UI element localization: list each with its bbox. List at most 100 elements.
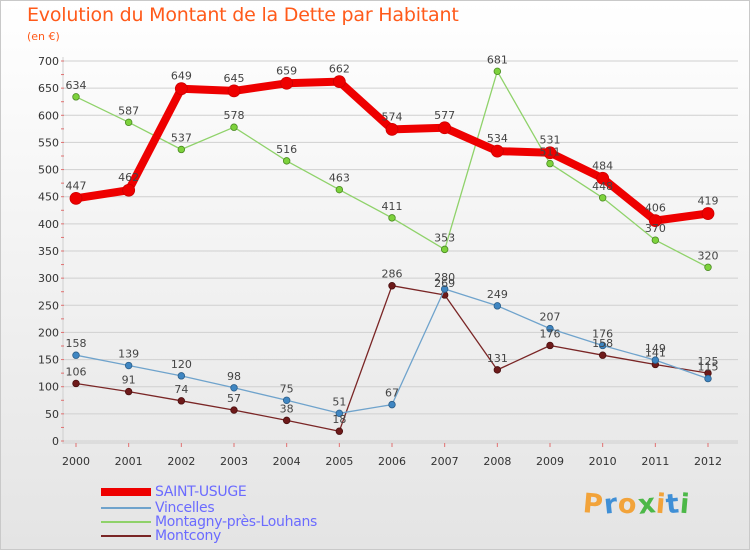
data-point (332, 75, 346, 89)
data-point (124, 387, 133, 396)
data-point (440, 285, 449, 293)
y-tick-label: 350 (38, 245, 59, 258)
legend-item: Montcony (101, 529, 361, 543)
data-label: 511 (540, 146, 561, 159)
data-point (490, 144, 504, 158)
data-point (72, 93, 80, 101)
data-label: 484 (592, 159, 613, 172)
data-label: 139 (118, 348, 139, 361)
data-point (177, 397, 186, 405)
data-label: 406 (645, 202, 666, 215)
y-tick-label: 600 (38, 109, 59, 122)
data-point (124, 361, 133, 370)
data-label: 574 (382, 110, 403, 123)
data-point (385, 122, 399, 136)
data-label: 448 (592, 180, 613, 193)
data-point (438, 121, 452, 135)
data-label: 57 (227, 392, 241, 405)
x-tick-label: 2010 (589, 455, 617, 468)
data-point (227, 84, 241, 98)
chart-unit: (en €) (27, 30, 60, 43)
data-point (493, 302, 502, 310)
data-point (546, 341, 554, 350)
data-label: 115 (698, 361, 719, 374)
data-point (493, 366, 502, 374)
x-tick-label: 2008 (483, 455, 511, 468)
data-point (124, 118, 133, 127)
y-tick-label: 650 (38, 82, 59, 95)
data-label: 176 (592, 327, 613, 340)
data-point (651, 236, 660, 244)
data-point (546, 324, 554, 333)
data-point (704, 263, 712, 271)
data-label: 577 (434, 109, 455, 122)
y-tick-label: 700 (38, 55, 59, 68)
y-tick-label: 450 (38, 191, 59, 204)
legend-swatch (101, 507, 151, 509)
data-label: 578 (224, 109, 245, 122)
data-label: 419 (698, 195, 719, 208)
data-label: 634 (66, 79, 87, 92)
data-point (388, 400, 396, 409)
data-point (122, 183, 136, 197)
data-label: 141 (645, 346, 666, 359)
data-label: 537 (171, 131, 192, 144)
y-tick-label: 250 (38, 299, 59, 312)
data-label: 516 (276, 143, 297, 156)
data-point (648, 214, 662, 228)
x-tick-label: 2003 (220, 455, 248, 468)
legend-label: Montagny-près-Louhans (155, 514, 318, 530)
data-label: 411 (382, 200, 403, 213)
data-label: 74 (174, 383, 188, 396)
data-label: 158 (66, 337, 87, 350)
data-label: 447 (66, 179, 87, 192)
data-point (282, 396, 291, 404)
data-point (282, 157, 291, 165)
data-label: 649 (171, 70, 192, 83)
data-label: 158 (592, 337, 613, 350)
data-label: 38 (280, 402, 294, 415)
y-tick-label: 500 (38, 164, 59, 177)
data-point (72, 351, 80, 359)
data-point (651, 356, 660, 364)
data-label: 534 (487, 132, 508, 145)
data-label: 249 (487, 288, 508, 301)
data-point (177, 145, 186, 154)
x-tick-label: 2006 (378, 455, 406, 468)
data-label: 462 (118, 171, 139, 184)
data-point (388, 214, 396, 222)
x-tick-label: 2005 (325, 455, 353, 468)
x-tick-label: 2011 (641, 455, 669, 468)
data-label: 106 (66, 365, 87, 378)
data-label: 463 (329, 172, 350, 185)
data-point (598, 341, 607, 350)
data-point (388, 282, 396, 290)
data-point (493, 67, 502, 76)
data-label: 207 (540, 311, 561, 324)
legend-swatch (101, 488, 151, 496)
data-label: 587 (118, 104, 139, 117)
legend-label: Vincelles (155, 500, 215, 516)
x-tick-label: 2002 (167, 455, 195, 468)
data-label: 91 (122, 374, 136, 387)
x-tick-label: 2001 (115, 455, 143, 468)
y-tick-label: 100 (38, 381, 59, 394)
data-point (543, 146, 557, 160)
data-point (72, 379, 80, 388)
data-point (335, 185, 344, 194)
data-label: 125 (698, 355, 719, 368)
data-label: 269 (434, 277, 455, 290)
data-label: 98 (227, 370, 241, 383)
data-label: 645 (224, 72, 245, 85)
data-label: 286 (382, 268, 403, 281)
data-point (596, 171, 610, 185)
legend-item: Montagny-près-Louhans (101, 515, 361, 529)
data-label: 67 (385, 387, 399, 400)
y-tick-label: 550 (38, 136, 59, 149)
x-tick-label: 2012 (694, 455, 722, 468)
data-point (230, 123, 238, 131)
y-tick-label: 150 (38, 354, 59, 367)
legend-swatch (101, 521, 151, 523)
